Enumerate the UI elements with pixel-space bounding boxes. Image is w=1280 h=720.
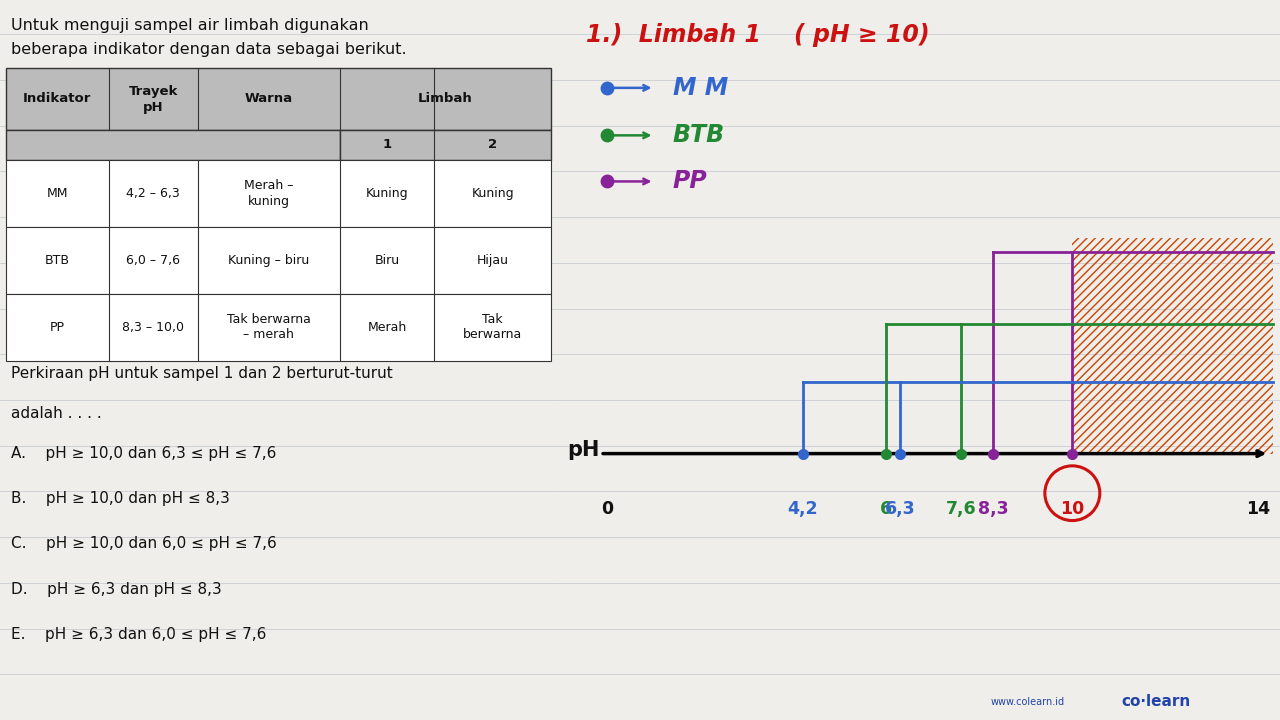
- Text: D.    pH ≥ 6,3 dan pH ≤ 8,3: D. pH ≥ 6,3 dan pH ≤ 8,3: [12, 582, 221, 597]
- Text: Tak
berwarna: Tak berwarna: [463, 313, 522, 341]
- Text: Merah: Merah: [367, 320, 407, 334]
- Text: www.colearn.id: www.colearn.id: [991, 697, 1065, 707]
- Text: 1: 1: [383, 138, 392, 151]
- Text: 4,2 – 6,3: 4,2 – 6,3: [127, 186, 180, 200]
- Text: 10: 10: [1060, 500, 1084, 518]
- Text: 14: 14: [1247, 500, 1270, 518]
- Text: Perkiraan pH untuk sampel 1 dan 2 berturut-turut: Perkiraan pH untuk sampel 1 dan 2 bertur…: [12, 366, 393, 382]
- Text: Kuning: Kuning: [471, 186, 515, 200]
- Text: M M: M M: [672, 76, 728, 100]
- Text: 1.)  Limbah 1    ( pH ≥ 10): 1.) Limbah 1 ( pH ≥ 10): [586, 23, 929, 47]
- Text: 6,0 – 7,6: 6,0 – 7,6: [127, 253, 180, 267]
- Text: E.    pH ≥ 6,3 dan 6,0 ≤ pH ≤ 7,6: E. pH ≥ 6,3 dan 6,0 ≤ pH ≤ 7,6: [12, 627, 266, 642]
- Text: BTB: BTB: [672, 123, 724, 148]
- Text: 8,3: 8,3: [978, 500, 1009, 518]
- Bar: [5, 130, 339, 160]
- Text: 8,3 – 10,0: 8,3 – 10,0: [122, 320, 184, 334]
- Text: 7,6: 7,6: [946, 500, 977, 518]
- Bar: [1073, 238, 1272, 454]
- Bar: [5, 68, 552, 130]
- Text: Kuning – biru: Kuning – biru: [228, 253, 310, 267]
- Text: Hijau: Hijau: [476, 253, 508, 267]
- Text: PP: PP: [672, 169, 708, 194]
- Text: A.    pH ≥ 10,0 dan 6,3 ≤ pH ≤ 7,6: A. pH ≥ 10,0 dan 6,3 ≤ pH ≤ 7,6: [12, 446, 276, 461]
- Text: 6,3: 6,3: [884, 500, 915, 518]
- Text: MM: MM: [46, 186, 68, 200]
- Bar: [5, 227, 552, 294]
- Text: Kuning: Kuning: [366, 186, 408, 200]
- Text: adalah . . . .: adalah . . . .: [12, 406, 102, 421]
- Text: PP: PP: [50, 320, 64, 334]
- Text: 0: 0: [602, 500, 613, 518]
- Text: Indikator: Indikator: [23, 92, 91, 106]
- Text: co·learn: co·learn: [1121, 694, 1190, 709]
- Text: Merah –
kuning: Merah – kuning: [244, 179, 293, 207]
- Text: pH: pH: [567, 440, 600, 460]
- Text: 4,2: 4,2: [787, 500, 818, 518]
- Text: Limbah: Limbah: [419, 92, 472, 106]
- Text: beberapa indikator dengan data sebagai berikut.: beberapa indikator dengan data sebagai b…: [12, 42, 407, 57]
- Text: BTB: BTB: [45, 253, 69, 267]
- Text: Untuk menguji sampel air limbah digunakan: Untuk menguji sampel air limbah digunaka…: [12, 18, 369, 33]
- Text: 6: 6: [881, 500, 892, 518]
- Bar: [339, 130, 552, 160]
- Text: C.    pH ≥ 10,0 dan 6,0 ≤ pH ≤ 7,6: C. pH ≥ 10,0 dan 6,0 ≤ pH ≤ 7,6: [12, 536, 276, 552]
- Text: 2: 2: [488, 138, 498, 151]
- Text: Tak berwarna
– merah: Tak berwarna – merah: [227, 313, 311, 341]
- Text: B.    pH ≥ 10,0 dan pH ≤ 8,3: B. pH ≥ 10,0 dan pH ≤ 8,3: [12, 491, 230, 506]
- Text: Biru: Biru: [375, 253, 399, 267]
- Text: Warna: Warna: [244, 92, 293, 106]
- Bar: [5, 294, 552, 361]
- Text: Trayek
pH: Trayek pH: [128, 84, 178, 114]
- Bar: [5, 160, 552, 227]
